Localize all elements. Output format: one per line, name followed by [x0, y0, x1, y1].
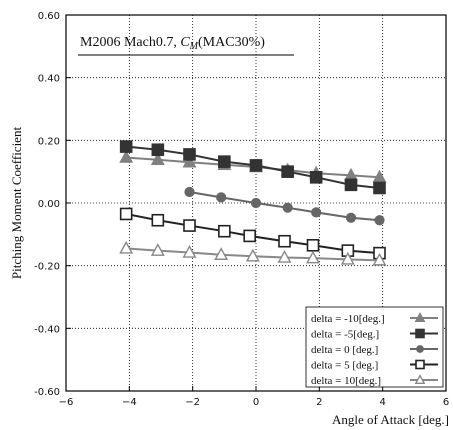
- data-point: [151, 213, 165, 227]
- data-point: [281, 165, 294, 178]
- data-point: [309, 171, 323, 184]
- y-tick-label: -0.20: [34, 262, 60, 273]
- data-point: [183, 219, 196, 232]
- y-tick-label: -0.60: [34, 387, 60, 398]
- chart-title-text: M2006 Mach0.7, CM(MAC30%): [80, 35, 265, 52]
- series: [184, 186, 385, 226]
- y-tick-label: 0.00: [38, 199, 60, 210]
- legend: delta = -10[deg.] delta = -5[deg.] delta =…: [305, 306, 444, 388]
- chart-title: M2006 Mach0.7, CM(MAC30%): [78, 35, 294, 56]
- legend-label: delta = 5 [deg.]: [311, 360, 378, 372]
- data-point: [278, 234, 291, 248]
- y-tick-label: 0.40: [38, 74, 60, 85]
- data-point: [218, 155, 231, 168]
- data-point: [306, 250, 320, 264]
- x-tick-label: 2: [316, 397, 322, 408]
- data-point: [415, 328, 425, 339]
- data-point: [415, 359, 425, 370]
- data-point: [119, 207, 133, 221]
- data-point: [214, 247, 229, 260]
- data-point: [414, 312, 426, 322]
- data-point: [306, 239, 320, 252]
- x-tick-label: 6: [443, 397, 449, 408]
- data-point: [372, 252, 387, 266]
- x-axis-label: Angle of Attack [deg.]: [332, 412, 449, 427]
- legend-label: delta = -10[deg.]: [311, 313, 385, 325]
- data-point: [151, 143, 165, 157]
- series: [119, 240, 387, 266]
- data-point: [150, 243, 165, 256]
- data-point: [311, 207, 322, 218]
- axis-ticks: −6 −4 −2 0 2 4 6 -0.60 -0.40 -0.20 0.00 0.20 0.40 0.6…: [34, 11, 449, 408]
- data-point: [245, 248, 260, 262]
- data-point: [150, 152, 165, 165]
- data-point: [218, 224, 231, 238]
- series: [119, 140, 386, 195]
- data-point: [243, 229, 256, 243]
- data-point: [119, 240, 134, 254]
- data-point: [374, 215, 385, 226]
- legend-label: delta = -5[deg.]: [311, 329, 379, 341]
- data-point: [373, 181, 386, 195]
- y-axis-label: Pitching Moment Coefficient: [9, 127, 24, 280]
- legend-label: delta = 0 [deg.]: [311, 344, 378, 356]
- x-tick-label: 4: [379, 397, 385, 408]
- x-tick-label: −2: [185, 397, 200, 408]
- data-point: [182, 244, 197, 258]
- data-point: [119, 140, 133, 153]
- data-point: [414, 374, 426, 384]
- data-point: [119, 150, 134, 163]
- x-tick-label: −4: [122, 397, 137, 408]
- y-tick-label: 0.20: [38, 136, 60, 147]
- data-point: [184, 186, 195, 198]
- data-point: [277, 250, 292, 263]
- data-point: [182, 154, 197, 168]
- data-point: [183, 148, 196, 161]
- y-tick-label: -0.40: [34, 324, 60, 335]
- data-point: [216, 192, 227, 203]
- data-point: [282, 202, 293, 213]
- data-point: [250, 197, 262, 209]
- data-point: [345, 212, 357, 223]
- data-point: [344, 178, 358, 192]
- data-point: [249, 159, 263, 172]
- y-tick-label: 0.60: [38, 11, 60, 22]
- series-layer: [119, 140, 387, 266]
- legend-label: delta = 10[deg.]: [311, 375, 381, 387]
- x-tick-label: −6: [59, 397, 74, 408]
- data-point: [416, 345, 424, 353]
- data-point: [340, 251, 355, 265]
- x-tick-label: 0: [253, 397, 259, 408]
